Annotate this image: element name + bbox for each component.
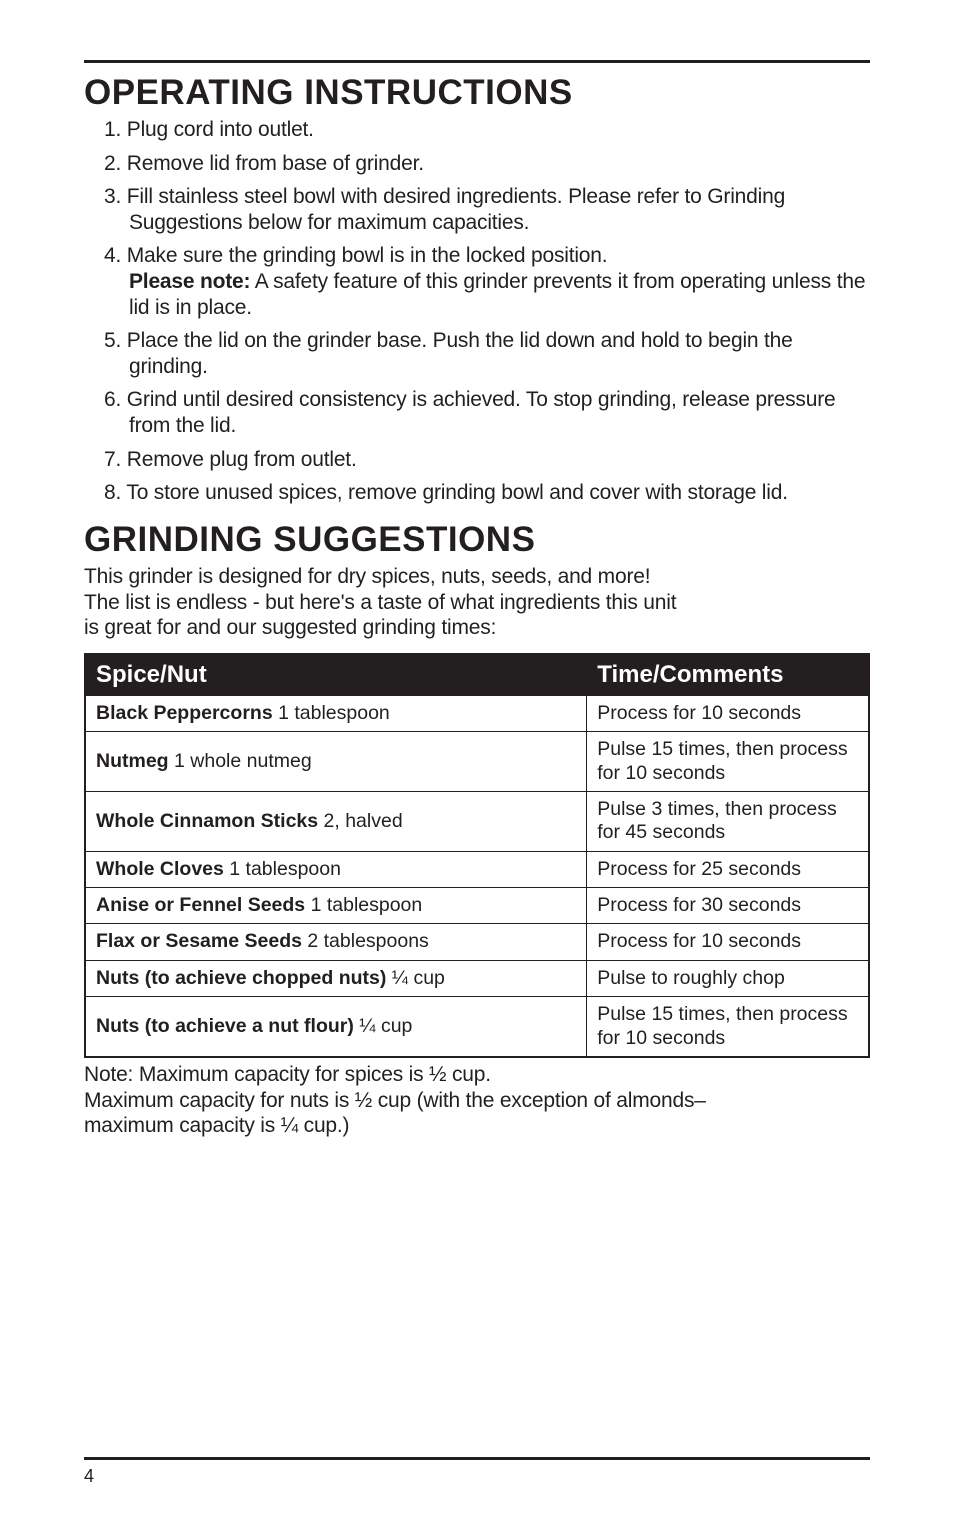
operating-instructions-list: 1. Plug cord into outlet. 2. Remove lid … xyxy=(84,117,870,506)
item-text: Fill stainless steel bowl with desired i… xyxy=(127,185,785,234)
spice-name: Whole Cloves xyxy=(96,858,224,880)
list-item: 7. Remove plug from outlet. xyxy=(104,447,870,473)
spice-qty: ¼ cup xyxy=(354,1015,413,1037)
spice-name: Anise or Fennel Seeds xyxy=(96,894,305,916)
note-line: Note: Maximum capacity for spices is ½ c… xyxy=(84,1063,491,1086)
list-item: 4. Make sure the grinding bowl is in the… xyxy=(104,243,870,320)
cell-time: Process for 30 seconds xyxy=(587,888,869,924)
item-num: 3. xyxy=(104,185,121,208)
spice-qty: 2 tablespoons xyxy=(302,930,429,952)
list-item: 8. To store unused spices, remove grindi… xyxy=(104,480,870,506)
list-item: 3. Fill stainless steel bowl with desire… xyxy=(104,184,870,235)
item-num: 4. xyxy=(104,244,121,267)
list-item: 5. Place the lid on the grinder base. Pu… xyxy=(104,328,870,379)
bottom-rule xyxy=(84,1457,870,1460)
table-row: Nuts (to achieve chopped nuts) ¼ cup Pul… xyxy=(85,960,869,996)
item-num: 8. xyxy=(104,481,121,504)
intro-line: The list is endless - but here's a taste… xyxy=(84,591,676,614)
note-line: maximum capacity is ¼ cup.) xyxy=(84,1114,349,1137)
col-header-time: Time/Comments xyxy=(587,654,869,696)
cell-spice: Nutmeg 1 whole nutmeg xyxy=(85,732,587,792)
list-item: 2. Remove lid from base of grinder. xyxy=(104,151,870,177)
spice-name: Black Peppercorns xyxy=(96,702,273,724)
cell-spice: Whole Cinnamon Sticks 2, halved xyxy=(85,791,587,851)
spice-qty: 1 tablespoon xyxy=(305,894,422,916)
table-row: Anise or Fennel Seeds 1 tablespoon Proce… xyxy=(85,888,869,924)
item-num: 7. xyxy=(104,448,121,471)
cell-spice: Nuts (to achieve a nut flour) ¼ cup xyxy=(85,997,587,1057)
operating-instructions-heading: OPERATING INSTRUCTIONS xyxy=(84,73,870,113)
cell-time: Pulse 15 times, then process for 10 seco… xyxy=(587,997,869,1057)
spice-qty: 1 tablespoon xyxy=(273,702,390,724)
spice-qty: 1 tablespoon xyxy=(224,858,341,880)
item-text: Remove plug from outlet. xyxy=(127,448,357,471)
grinding-table: Spice/Nut Time/Comments Black Peppercorn… xyxy=(84,653,870,1058)
cell-time: Pulse to roughly chop xyxy=(587,960,869,996)
intro-line: is great for and our suggested grinding … xyxy=(84,616,496,639)
spice-name: Nuts (to achieve a nut flour) xyxy=(96,1015,354,1037)
item-text: Grind until desired consistency is achie… xyxy=(127,388,836,437)
item-num: 2. xyxy=(104,152,121,175)
table-row: Nutmeg 1 whole nutmeg Pulse 15 times, th… xyxy=(85,732,869,792)
item-num: 1. xyxy=(104,118,121,141)
spice-name: Nuts (to achieve chopped nuts) xyxy=(96,967,386,989)
grinding-intro: This grinder is designed for dry spices,… xyxy=(84,564,870,641)
cell-spice: Nuts (to achieve chopped nuts) ¼ cup xyxy=(85,960,587,996)
table-row: Black Peppercorns 1 tablespoon Process f… xyxy=(85,695,869,731)
spice-name: Whole Cinnamon Sticks xyxy=(96,810,318,832)
intro-line: This grinder is designed for dry spices,… xyxy=(84,565,650,588)
item-text: Place the lid on the grinder base. Push … xyxy=(127,329,793,378)
list-item: 1. Plug cord into outlet. xyxy=(104,117,870,143)
spice-name: Nutmeg xyxy=(96,750,169,772)
table-row: Flax or Sesame Seeds 2 tablespoons Proce… xyxy=(85,924,869,960)
cell-spice: Flax or Sesame Seeds 2 tablespoons xyxy=(85,924,587,960)
cell-spice: Anise or Fennel Seeds 1 tablespoon xyxy=(85,888,587,924)
cell-time: Process for 10 seconds xyxy=(587,695,869,731)
item-text: To store unused spices, remove grinding … xyxy=(126,481,787,504)
item-pre: Make sure the grinding bowl is in the lo… xyxy=(127,244,608,267)
item-num: 6. xyxy=(104,388,121,411)
cell-time: Process for 25 seconds xyxy=(587,851,869,887)
page-number: 4 xyxy=(84,1466,870,1487)
spice-name: Flax or Sesame Seeds xyxy=(96,930,302,952)
capacity-note: Note: Maximum capacity for spices is ½ c… xyxy=(84,1062,870,1139)
item-text: Remove lid from base of grinder. xyxy=(127,152,424,175)
grinding-suggestions-heading: GRINDING SUGGESTIONS xyxy=(84,520,870,560)
table-row: Whole Cloves 1 tablespoon Process for 25… xyxy=(85,851,869,887)
spice-qty: 1 whole nutmeg xyxy=(169,750,312,772)
table-header-row: Spice/Nut Time/Comments xyxy=(85,654,869,696)
page-footer: 4 xyxy=(84,1457,870,1487)
list-item: 6. Grind until desired consistency is ac… xyxy=(104,387,870,438)
spice-qty: 2, halved xyxy=(318,810,403,832)
table-row: Nuts (to achieve a nut flour) ¼ cup Puls… xyxy=(85,997,869,1057)
cell-time: Process for 10 seconds xyxy=(587,924,869,960)
cell-spice: Whole Cloves 1 tablespoon xyxy=(85,851,587,887)
item-bold: Please note: xyxy=(129,270,250,293)
cell-spice: Black Peppercorns 1 tablespoon xyxy=(85,695,587,731)
col-header-spice: Spice/Nut xyxy=(85,654,587,696)
item-num: 5. xyxy=(104,329,121,352)
top-rule xyxy=(84,60,870,63)
table-row: Whole Cinnamon Sticks 2, halved Pulse 3 … xyxy=(85,791,869,851)
cell-time: Pulse 15 times, then process for 10 seco… xyxy=(587,732,869,792)
item-text: Plug cord into outlet. xyxy=(127,118,314,141)
cell-time: Pulse 3 times, then process for 45 secon… xyxy=(587,791,869,851)
spice-qty: ¼ cup xyxy=(386,967,445,989)
note-line: Maximum capacity for nuts is ½ cup (with… xyxy=(84,1089,706,1112)
